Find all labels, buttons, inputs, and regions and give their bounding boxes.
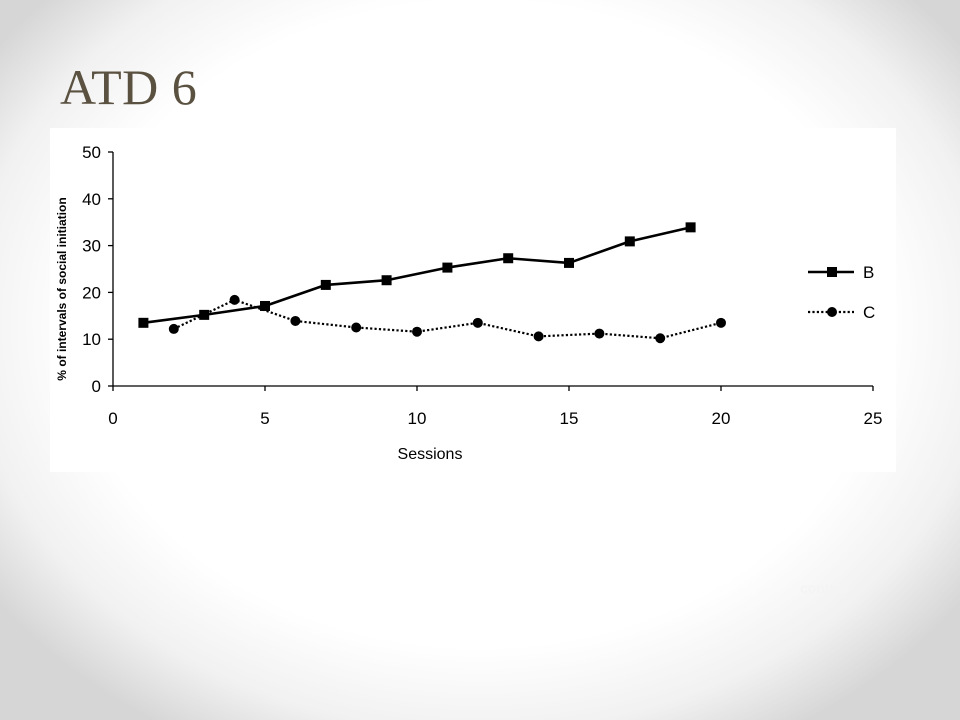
series-C-point xyxy=(594,328,605,339)
x-tick-label: 0 xyxy=(108,409,117,428)
legend-B-label: B xyxy=(863,263,874,282)
series-B-point xyxy=(624,236,635,247)
series-B-point xyxy=(138,317,149,328)
y-tick-label: 10 xyxy=(82,330,101,349)
legend-C-marker xyxy=(827,307,837,317)
chart-panel: 0 10 20 30 40 50 0 5 10 15 20 25 Sessions % of interv… xyxy=(50,128,896,472)
x-tick-label: 25 xyxy=(864,409,883,428)
series-B-point xyxy=(564,257,574,268)
series-C-line xyxy=(173,298,722,340)
series-C-point xyxy=(655,333,666,344)
y-tick-label: 50 xyxy=(82,143,101,162)
x-tick-label: 5 xyxy=(260,409,269,428)
series-C-point xyxy=(472,317,483,328)
chart-plot-area xyxy=(138,222,726,344)
series-B-point xyxy=(381,275,392,286)
y-axis-title: % of intervals of social initiation xyxy=(55,197,69,380)
series-B-point xyxy=(199,309,210,320)
series-B-line xyxy=(143,226,691,325)
series-C-point xyxy=(168,323,179,334)
series-B-point xyxy=(503,253,514,264)
y-tick-label: 40 xyxy=(82,190,101,209)
x-tick-label: 15 xyxy=(560,409,579,428)
series-C-point xyxy=(290,315,301,326)
series-C-point xyxy=(412,326,422,337)
series-C-point xyxy=(351,322,362,333)
y-tick-label: 20 xyxy=(82,283,101,302)
x-tick-label: 20 xyxy=(712,409,731,428)
series-C-point xyxy=(229,294,240,305)
chart-legend: BC xyxy=(808,263,875,322)
y-tick-label: 0 xyxy=(92,377,101,396)
x-axis-title: Sessions xyxy=(398,446,463,463)
series-C-point xyxy=(716,317,726,328)
series-B-point xyxy=(442,262,453,273)
y-tick-label: 30 xyxy=(82,237,101,256)
x-tick-label: 10 xyxy=(408,409,427,428)
series-B-point xyxy=(685,222,696,233)
slide-title: ATD 6 xyxy=(60,59,198,115)
chart-axes: 0 10 20 30 40 50 0 5 10 15 20 25 Sessions % of interv… xyxy=(55,143,882,463)
footer-faint-text: control xyxy=(800,580,848,596)
legend-C-label: C xyxy=(863,303,875,322)
line-chart: 0 10 20 30 40 50 0 5 10 15 20 25 Sessions % of interv… xyxy=(55,143,882,463)
series-B-point xyxy=(260,300,270,311)
series-C-point xyxy=(533,331,544,342)
series-B-point xyxy=(320,279,331,290)
legend-B-marker xyxy=(827,267,837,277)
